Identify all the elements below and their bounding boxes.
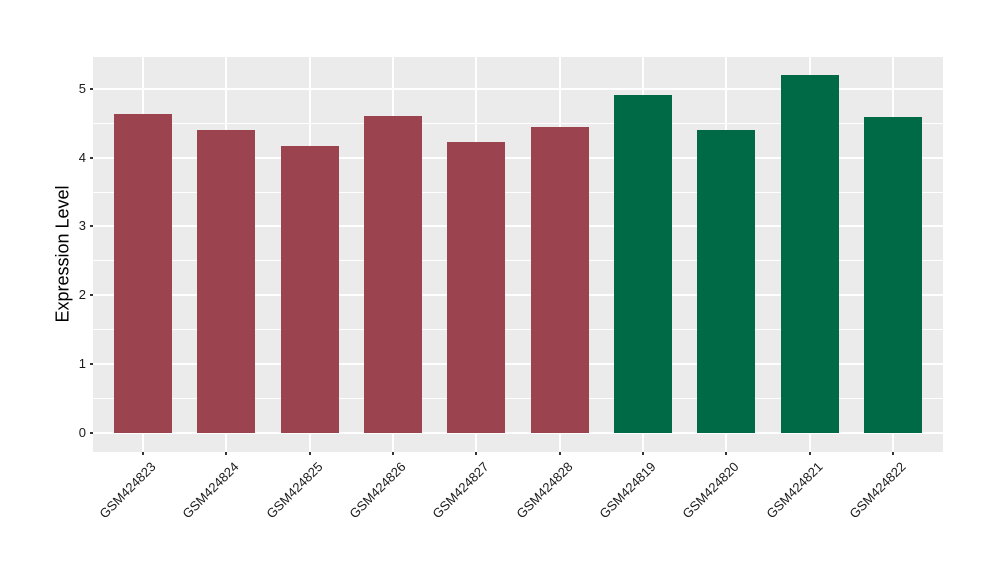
- bar-GSM424819: [614, 94, 672, 433]
- x-tick-mark: [558, 452, 561, 455]
- x-tick-label: GSM424821: [763, 459, 826, 522]
- x-tick-label: GSM424824: [179, 459, 242, 522]
- x-tick-label: GSM424823: [96, 459, 159, 522]
- y-tick-label: 5: [78, 80, 86, 96]
- y-tick-label: 0: [78, 425, 86, 440]
- x-tick-label: GSM424825: [263, 459, 326, 522]
- x-tick-mark: [642, 452, 644, 455]
- bar-GSM424823: [114, 114, 172, 433]
- y-tick-mark: [90, 87, 93, 90]
- bar-GSM424821: [780, 74, 839, 433]
- gridline-major: [93, 87, 943, 90]
- bar-GSM424828: [530, 127, 589, 433]
- gridline-major: [93, 363, 943, 366]
- gridline-major: [93, 294, 943, 297]
- bar-GSM424824: [197, 130, 256, 433]
- gridline-major: [93, 156, 943, 159]
- y-tick-mark: [90, 225, 93, 228]
- y-tick-mark: [90, 363, 93, 366]
- gridline-minor: [93, 329, 943, 331]
- y-tick-mark: [90, 294, 93, 297]
- x-tick-mark: [725, 452, 728, 455]
- x-tick-mark: [392, 452, 394, 455]
- bar-GSM424822: [864, 116, 922, 433]
- x-tick-label: GSM424828: [513, 459, 576, 522]
- gridline-major: [93, 225, 943, 228]
- y-tick-label: 1: [78, 356, 86, 372]
- x-tick-label: GSM424820: [679, 459, 742, 522]
- bar-GSM424827: [447, 142, 506, 433]
- y-tick-label: 3: [78, 218, 86, 234]
- x-tick-mark: [475, 452, 478, 455]
- x-tick-label: GSM424822: [846, 459, 909, 522]
- x-tick-mark: [225, 452, 228, 455]
- x-tick-mark: [892, 452, 894, 455]
- plot-panel: [93, 57, 943, 452]
- y-tick-label: 2: [78, 287, 86, 303]
- y-tick-mark: [90, 156, 93, 159]
- y-axis-title: Expression Level: [52, 185, 73, 323]
- gridline-major: [93, 432, 943, 434]
- x-tick-mark: [808, 452, 811, 455]
- x-tick-mark: [142, 452, 144, 455]
- gridline-minor: [93, 122, 943, 124]
- bar-GSM424820: [697, 130, 756, 433]
- x-tick-label: GSM424819: [596, 459, 659, 522]
- gridline-minor: [93, 260, 943, 262]
- gridline-minor: [93, 191, 943, 193]
- y-tick-mark: [90, 432, 93, 434]
- x-tick-label: GSM424826: [346, 459, 409, 522]
- y-tick-label: 4: [78, 149, 86, 165]
- bar-GSM424826: [364, 115, 422, 433]
- x-tick-mark: [308, 452, 311, 455]
- bar-GSM424825: [280, 145, 339, 433]
- gridline-minor: [93, 398, 943, 400]
- x-tick-label: GSM424827: [429, 459, 492, 522]
